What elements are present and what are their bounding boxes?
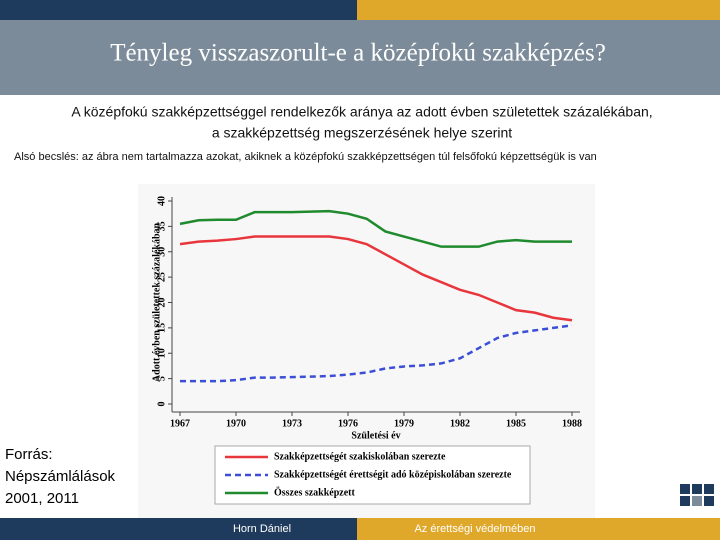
note: Alsó becslés: az ábra nem tartalmazza az…	[14, 151, 597, 163]
slide-title: Tényleg visszaszorult-e a középfokú szak…	[110, 40, 606, 67]
logo-square	[704, 484, 714, 494]
logo-square	[692, 484, 702, 494]
source: Forrás:	[5, 446, 53, 463]
x-tick-label: 1985	[506, 418, 526, 429]
logo	[680, 484, 714, 506]
y-axis-label: Adott évben születettek százalékában	[151, 222, 162, 382]
footer-left: Horn Dániel	[233, 523, 291, 535]
footer-right: Az érettségi védelmében	[414, 523, 535, 535]
series-line	[180, 324, 573, 383]
y-tick-label: 0	[156, 402, 167, 407]
y-tick-label: 10	[156, 348, 167, 358]
logo-square	[704, 496, 714, 506]
top-bar-left	[0, 0, 357, 20]
logo-square	[680, 484, 690, 494]
y-tick-label: 25	[156, 272, 167, 282]
logo-square	[680, 496, 690, 506]
y-tick-label: 30	[156, 247, 167, 257]
x-axis-label: Születési év	[351, 430, 400, 441]
y-tick-label: 35	[156, 221, 167, 231]
title-band	[0, 20, 720, 95]
subtitle: A középfokú szakképzettséggel rendelkező…	[71, 104, 652, 120]
legend-label: Szakképzettségét érettségit adó középisk…	[274, 469, 512, 480]
top-bar-right	[357, 0, 720, 20]
y-tick-label: 40	[156, 196, 167, 206]
y-tick-label: 5	[156, 376, 167, 381]
x-tick-label: 1988	[562, 418, 582, 429]
series-line	[179, 209, 572, 248]
x-tick-label: 1973	[282, 418, 302, 429]
subtitle: a szakképzettség megszerzésének helye sz…	[212, 125, 512, 141]
x-tick-label: 1982	[450, 418, 470, 429]
x-tick-label: 1976	[338, 418, 358, 429]
y-tick-label: 15	[156, 323, 167, 333]
bottom-bar-right	[357, 518, 720, 540]
source: Népszámlálások	[5, 468, 116, 485]
y-tick-label: 20	[156, 298, 167, 308]
x-tick-label: 1970	[226, 418, 246, 429]
x-tick-label: 1979	[394, 418, 414, 429]
logo-square	[692, 496, 702, 506]
legend-label: Összes szakképzett	[274, 485, 355, 498]
source: 2001, 2011	[5, 490, 79, 507]
series-line	[179, 235, 573, 322]
x-tick-label: 1967	[170, 418, 190, 429]
legend-label: Szakképzettségét szakiskolában szerezte	[274, 451, 446, 462]
bottom-bar-left	[0, 518, 357, 540]
